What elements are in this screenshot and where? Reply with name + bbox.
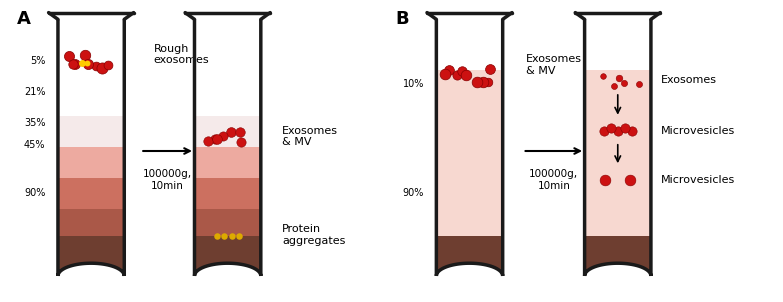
- Point: [96, 65, 108, 70]
- Point: [235, 140, 247, 144]
- Bar: [193, 236, 262, 289]
- Text: 100000g,
10min: 100000g, 10min: [529, 169, 579, 191]
- Point: [233, 130, 246, 135]
- Point: [456, 69, 468, 73]
- PathPatch shape: [585, 19, 651, 276]
- Point: [471, 80, 483, 85]
- Text: Microvesicles: Microvesicles: [661, 175, 735, 185]
- Point: [81, 62, 94, 66]
- Text: 5%: 5%: [30, 56, 45, 66]
- Point: [612, 76, 625, 81]
- Point: [75, 60, 88, 65]
- Text: Protein
aggregates: Protein aggregates: [282, 224, 345, 246]
- Text: Exosomes: Exosomes: [661, 75, 716, 85]
- Bar: [57, 116, 125, 147]
- Text: Microvesicles: Microvesicles: [661, 126, 735, 136]
- Bar: [584, 236, 651, 289]
- Point: [208, 137, 221, 142]
- Point: [226, 129, 238, 134]
- Point: [78, 53, 91, 57]
- Bar: [57, 236, 125, 289]
- Bar: [57, 178, 125, 209]
- Point: [211, 234, 223, 239]
- Point: [438, 72, 451, 77]
- Bar: [57, 209, 125, 236]
- Point: [216, 134, 229, 139]
- Bar: [584, 70, 651, 236]
- Bar: [435, 236, 503, 289]
- Point: [81, 61, 93, 66]
- PathPatch shape: [194, 19, 261, 276]
- Point: [460, 73, 472, 78]
- Point: [612, 129, 624, 133]
- Point: [233, 234, 246, 239]
- Point: [619, 125, 631, 130]
- Point: [67, 62, 79, 66]
- Point: [597, 129, 610, 133]
- Point: [482, 80, 494, 85]
- Point: [626, 129, 638, 133]
- Point: [90, 63, 103, 68]
- Point: [442, 67, 455, 72]
- Text: 100000g,
10min: 100000g, 10min: [143, 169, 192, 191]
- Text: 90%: 90%: [24, 188, 45, 198]
- Point: [63, 54, 75, 59]
- Point: [604, 125, 617, 130]
- Point: [218, 234, 230, 239]
- Bar: [57, 147, 125, 178]
- Text: 45%: 45%: [24, 140, 45, 149]
- Point: [608, 83, 620, 88]
- Point: [599, 177, 612, 182]
- Point: [450, 73, 463, 78]
- Bar: [435, 70, 503, 236]
- PathPatch shape: [58, 19, 124, 276]
- Text: A: A: [17, 10, 31, 28]
- Point: [483, 67, 496, 72]
- Point: [618, 80, 630, 85]
- Point: [477, 79, 489, 84]
- Text: Exosomes
& MV: Exosomes & MV: [282, 126, 338, 147]
- Point: [211, 137, 223, 142]
- Point: [69, 61, 81, 66]
- Text: 90%: 90%: [402, 188, 424, 198]
- Text: 21%: 21%: [24, 87, 45, 97]
- Point: [597, 73, 610, 78]
- Bar: [193, 147, 262, 178]
- Text: Exosomes
& MV: Exosomes & MV: [525, 54, 582, 76]
- Point: [633, 82, 645, 87]
- Text: 10%: 10%: [402, 79, 424, 89]
- Text: Rough
exosomes: Rough exosomes: [153, 43, 209, 65]
- Bar: [193, 116, 262, 147]
- Bar: [193, 209, 262, 236]
- Point: [102, 63, 114, 67]
- Point: [202, 139, 215, 143]
- Point: [226, 234, 238, 239]
- Bar: [193, 178, 262, 209]
- Text: B: B: [395, 10, 409, 28]
- Point: [624, 177, 637, 182]
- Text: 35%: 35%: [24, 118, 45, 128]
- PathPatch shape: [436, 19, 503, 276]
